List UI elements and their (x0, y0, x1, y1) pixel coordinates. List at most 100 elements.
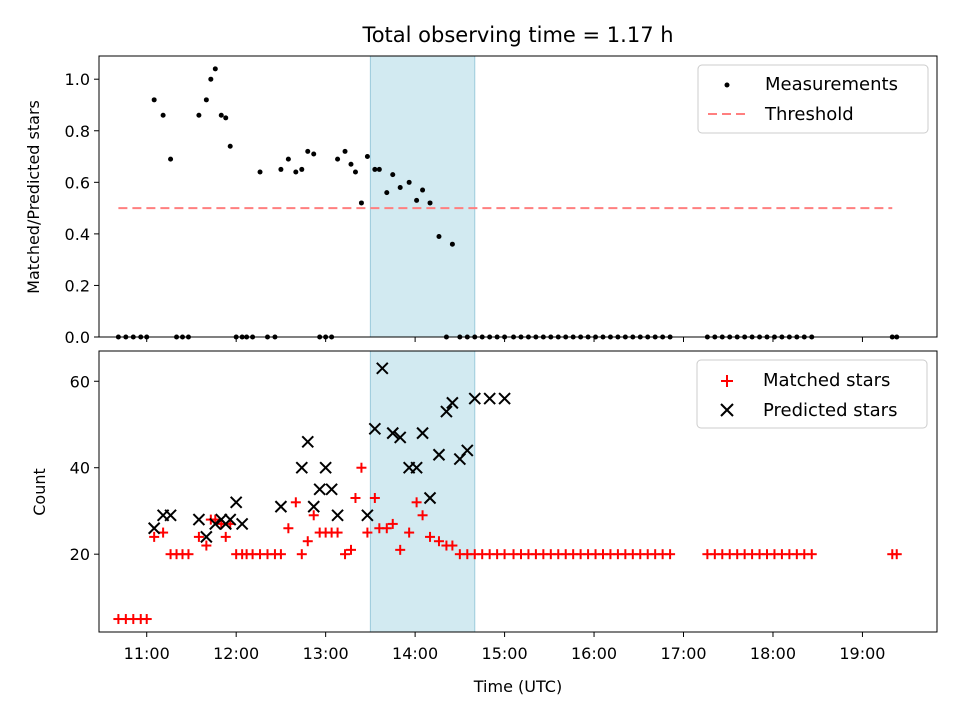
predicted-star-point (483, 392, 496, 405)
matched-star-point (381, 523, 392, 534)
legend: Matched stars Predicted stars (696, 359, 928, 429)
matched-star-point (387, 518, 398, 529)
measurement-point (293, 169, 299, 175)
predicted-star-point (229, 496, 243, 509)
matched-star-points (113, 462, 902, 625)
matched-star-point (404, 527, 415, 538)
matched-star-point (275, 549, 286, 560)
measurement-point (397, 184, 403, 190)
matched-star-point (290, 497, 301, 508)
measurement-point (449, 241, 455, 247)
measurement-point (285, 156, 291, 162)
matched-star-point (433, 536, 444, 547)
measurement-point (208, 76, 214, 82)
measurement-point (390, 172, 396, 178)
legend-label-threshold: Threshold (764, 104, 854, 125)
predicted-star-point (416, 426, 429, 440)
measurement-point (420, 187, 426, 193)
matched-star-point (425, 531, 436, 542)
y-axis-ticks: 20 40 60 (70, 372, 99, 564)
x-axis-ticks: 11:00 12:00 13:00 14:00 15:00 16:00 17:00 18:00… (124, 632, 885, 663)
matched-star-point (350, 492, 361, 503)
predicted-star-point (313, 483, 326, 496)
predicted-star-point (468, 392, 481, 405)
y-axis-label: Count (30, 468, 49, 516)
measurement-point (335, 156, 341, 162)
predicted-star-point (361, 509, 374, 522)
predicted-star-point (423, 491, 437, 505)
predicted-star-point (295, 461, 308, 474)
predicted-star-point (368, 422, 382, 436)
measurement-point (427, 200, 433, 206)
predicted-star-point (325, 483, 338, 496)
y-tick-label: 0.4 (65, 225, 90, 244)
x-tick-label: 15:00 (482, 644, 528, 663)
matched-star-point (308, 510, 319, 521)
measurement-point (305, 148, 311, 154)
x-tick-label: 17:00 (660, 644, 706, 663)
legend-label-predicted: Predicted stars (763, 400, 897, 421)
measurement-point (311, 151, 317, 157)
x-tick-label: 19:00 (839, 644, 885, 663)
plot-frame (98, 350, 938, 633)
matched-star-point (149, 531, 160, 542)
measurement-point (406, 179, 412, 185)
matched-star-point (499, 549, 510, 560)
y-tick-label: 0.0 (65, 328, 90, 347)
predicted-star-point (498, 392, 511, 405)
measurement-point (218, 112, 224, 118)
x-tick-label: 18:00 (750, 644, 796, 663)
predicted-star-point (432, 448, 446, 461)
legend-marker-predicted (720, 403, 734, 417)
predicted-star-point (164, 509, 177, 522)
measurement-point (196, 112, 202, 118)
measurement-point (376, 166, 382, 172)
y-tick-label: 60 (70, 372, 90, 391)
measurement-point (342, 148, 348, 154)
matched-star-point (356, 462, 367, 473)
predicted-star-point (307, 500, 320, 513)
x-tick-label: 11:00 (124, 644, 170, 663)
measurement-point (278, 166, 284, 172)
predicted-star-point (440, 405, 453, 418)
predicted-star-point (446, 396, 459, 410)
predicted-star-point (386, 426, 399, 440)
predicted-star-point (410, 461, 423, 474)
matched-star-point (193, 531, 204, 542)
x-tick-label: 14:00 (392, 644, 438, 663)
predicted-star-point (461, 444, 474, 457)
measurement-point (384, 190, 390, 196)
observing-interval-shade (369, 350, 476, 633)
legend-label-measurements: Measurements (765, 74, 898, 95)
matched-star-point (345, 544, 356, 555)
predicted-star-point (393, 431, 407, 444)
measurement-points (115, 66, 900, 340)
predicted-star-point (224, 513, 237, 526)
matched-star-point (806, 549, 817, 560)
measurement-point (212, 66, 218, 72)
predicted-star-point (376, 362, 389, 375)
matched-star-point (417, 510, 428, 521)
y-axis-ticks: 0.0 0.2 0.4 0.6 0.8 1.0 (65, 70, 99, 347)
matched-star-point (395, 544, 406, 555)
measurement-point (299, 166, 305, 172)
matched-star-point (302, 536, 313, 547)
matched-star-point (220, 531, 231, 542)
predicted-star-point (331, 509, 344, 522)
legend: Measurements Threshold (697, 64, 929, 134)
y-tick-label: 0.6 (65, 173, 90, 192)
predicted-star-point (209, 517, 222, 531)
measurement-point (414, 197, 420, 203)
matched-star-point (332, 527, 343, 538)
matched-star-point (201, 540, 212, 551)
measurement-point (372, 166, 378, 172)
measurement-point (151, 97, 157, 103)
matched-star-point (362, 527, 373, 538)
predicted-star-point (192, 513, 206, 526)
y-tick-label: 40 (70, 459, 90, 478)
chart-title: Total observing time = 1.17 h (361, 23, 673, 47)
matched-star-point (296, 549, 307, 560)
y-tick-label: 1.0 (65, 70, 90, 89)
predicted-star-points (147, 362, 511, 544)
